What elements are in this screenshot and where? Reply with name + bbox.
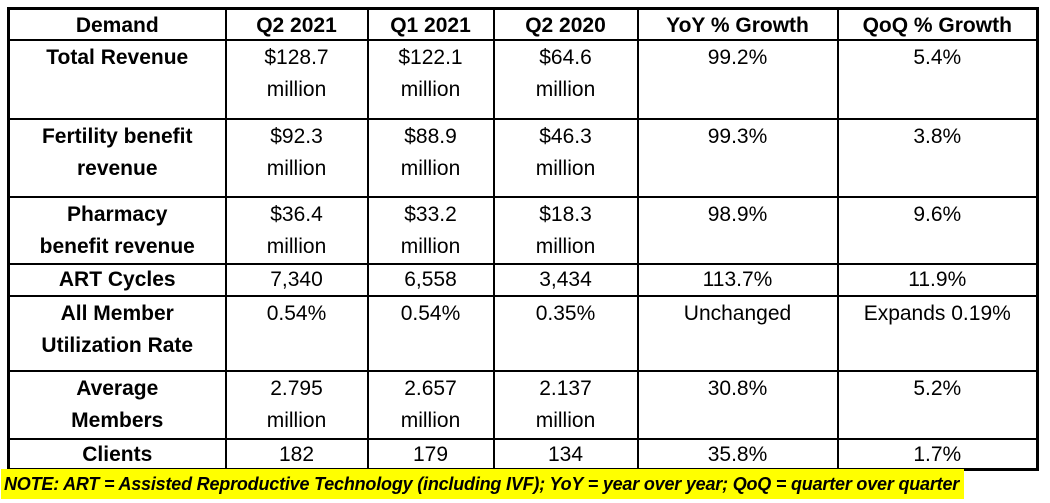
- cell-q1-2021: $88.9 million: [366, 118, 495, 198]
- header-q2-2021: Q2 2021: [224, 7, 369, 41]
- cell-q2-2021: $92.3 million: [224, 118, 369, 198]
- table-row-pharmacy-benefit-revenue: Pharmacy benefit revenue $36.4 million $…: [7, 196, 1039, 265]
- table-row-average-members: Average Members 2.795 million 2.657 mill…: [7, 370, 1039, 440]
- row-label: Pharmacy benefit revenue: [7, 196, 227, 265]
- demand-metrics-table: Demand Q2 2021 Q1 2021 Q2 2020 YoY % Gro…: [7, 7, 1039, 471]
- cell-qoq: 11.9%: [836, 263, 1039, 297]
- table-row-fertility-benefit-revenue: Fertility benefit revenue $92.3 million …: [7, 118, 1039, 198]
- cell-q1-2021: 6,558: [366, 263, 495, 297]
- row-label: All Member Utilization Rate: [7, 295, 227, 372]
- cell-q2-2021: $128.7 million: [224, 39, 369, 120]
- cell-q2-2020: 2.137 million: [492, 370, 639, 440]
- cell-q2-2021: 2.795 million: [224, 370, 369, 440]
- row-label: Fertility benefit revenue: [7, 118, 227, 198]
- footnote-highlighted: NOTE: ART = Assisted Reproductive Techno…: [1, 469, 965, 499]
- cell-qoq: 5.4%: [836, 39, 1039, 120]
- table-row-clients: Clients 182 179 134 35.8% 1.7%: [7, 438, 1039, 471]
- header-yoy-growth: YoY % Growth: [636, 7, 839, 41]
- cell-yoy: 113.7%: [636, 263, 839, 297]
- cell-q1-2021: 179: [366, 438, 495, 471]
- cell-q2-2021: 182: [224, 438, 369, 471]
- table-row-total-revenue: Total Revenue $128.7 million $122.1 mill…: [7, 39, 1039, 120]
- cell-q1-2021: 0.54%: [366, 295, 495, 372]
- cell-yoy: 35.8%: [636, 438, 839, 471]
- cell-q1-2021: $122.1 million: [366, 39, 495, 120]
- cell-yoy: 99.2%: [636, 39, 839, 120]
- cell-qoq: Expands 0.19%: [836, 295, 1039, 372]
- cell-q2-2020: 134: [492, 438, 639, 471]
- cell-yoy: 99.3%: [636, 118, 839, 198]
- cell-yoy: 98.9%: [636, 196, 839, 265]
- cell-qoq: 5.2%: [836, 370, 1039, 440]
- header-q2-2020: Q2 2020: [492, 7, 639, 41]
- cell-q2-2020: $18.3 million: [492, 196, 639, 265]
- header-q1-2021: Q1 2021: [366, 7, 495, 41]
- cell-yoy: Unchanged: [636, 295, 839, 372]
- row-label: ART Cycles: [7, 263, 227, 297]
- cell-q1-2021: $33.2 million: [366, 196, 495, 265]
- table-row-all-member-utilization-rate: All Member Utilization Rate 0.54% 0.54% …: [7, 295, 1039, 372]
- cell-q2-2021: 0.54%: [224, 295, 369, 372]
- cell-q2-2020: 3,434: [492, 263, 639, 297]
- cell-qoq: 3.8%: [836, 118, 1039, 198]
- cell-q2-2020: $64.6 million: [492, 39, 639, 120]
- cell-yoy: 30.8%: [636, 370, 839, 440]
- cell-q2-2021: $36.4 million: [224, 196, 369, 265]
- cell-qoq: 9.6%: [836, 196, 1039, 265]
- cell-q2-2020: $46.3 million: [492, 118, 639, 198]
- row-label: Total Revenue: [7, 39, 227, 120]
- cell-q1-2021: 2.657 million: [366, 370, 495, 440]
- table-header-row: Demand Q2 2021 Q1 2021 Q2 2020 YoY % Gro…: [7, 7, 1039, 41]
- header-demand: Demand: [7, 7, 227, 41]
- table-row-art-cycles: ART Cycles 7,340 6,558 3,434 113.7% 11.9…: [7, 263, 1039, 297]
- cell-q2-2020: 0.35%: [492, 295, 639, 372]
- cell-qoq: 1.7%: [836, 438, 1039, 471]
- row-label: Average Members: [7, 370, 227, 440]
- row-label: Clients: [7, 438, 227, 471]
- cell-q2-2021: 7,340: [224, 263, 369, 297]
- header-qoq-growth: QoQ % Growth: [836, 7, 1039, 41]
